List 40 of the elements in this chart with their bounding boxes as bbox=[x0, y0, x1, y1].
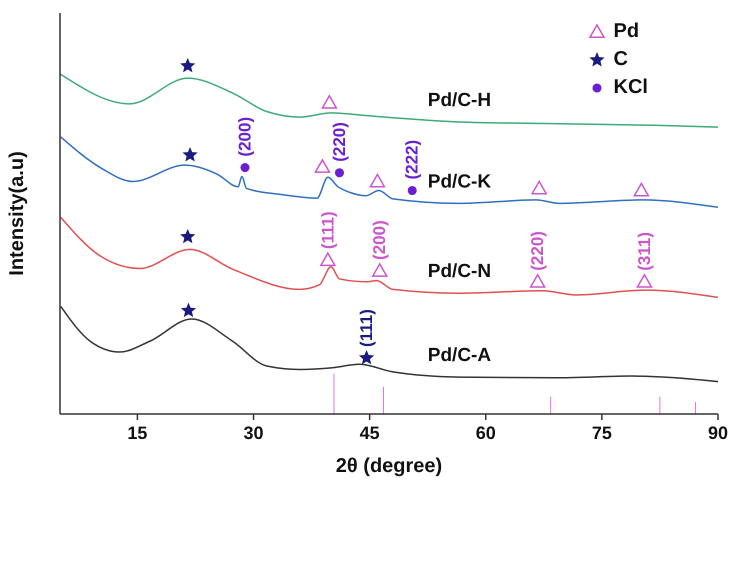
annotation: (111) bbox=[357, 309, 376, 347]
point bbox=[530, 274, 546, 288]
x-tick-label: 75 bbox=[592, 422, 612, 443]
legend-label: C bbox=[614, 48, 628, 70]
point bbox=[370, 174, 386, 188]
point bbox=[334, 168, 344, 178]
y-axis-title: Intensity(a.u) bbox=[6, 151, 28, 276]
x-tick-label: 15 bbox=[127, 422, 148, 443]
point bbox=[320, 252, 336, 266]
annotation: (220) bbox=[528, 231, 548, 271]
point bbox=[358, 350, 374, 364]
point bbox=[180, 302, 196, 318]
series-label: Pd/C-N bbox=[428, 261, 492, 282]
point bbox=[531, 180, 547, 194]
x-tick-label: 60 bbox=[476, 422, 496, 443]
point bbox=[634, 182, 650, 197]
x-axis-title: 2θ (degree) bbox=[336, 455, 442, 477]
legend-label: Pd bbox=[614, 20, 640, 42]
point bbox=[182, 147, 198, 162]
point bbox=[180, 58, 196, 72]
series-label: Pd/C-A bbox=[428, 345, 492, 366]
annotation: (311) bbox=[634, 232, 654, 271]
x-tick-label: 90 bbox=[708, 422, 728, 443]
point bbox=[180, 228, 196, 244]
annotation: (222) bbox=[402, 140, 422, 180]
annotation: (200) bbox=[370, 220, 390, 260]
point bbox=[240, 163, 250, 172]
annotation: (220) bbox=[330, 122, 349, 162]
point bbox=[636, 274, 652, 288]
legend-label: KCl bbox=[614, 76, 648, 98]
x-tick-label: 45 bbox=[360, 422, 380, 443]
point bbox=[322, 95, 338, 109]
point bbox=[372, 263, 388, 277]
annotation: (111) bbox=[318, 211, 338, 250]
x-tick-label: 30 bbox=[244, 422, 264, 443]
annotation: (200) bbox=[236, 116, 255, 157]
point bbox=[408, 186, 417, 196]
point bbox=[314, 159, 330, 173]
series-label: Pd/C-K bbox=[428, 171, 492, 192]
series-label: Pd/C-H bbox=[428, 90, 492, 111]
